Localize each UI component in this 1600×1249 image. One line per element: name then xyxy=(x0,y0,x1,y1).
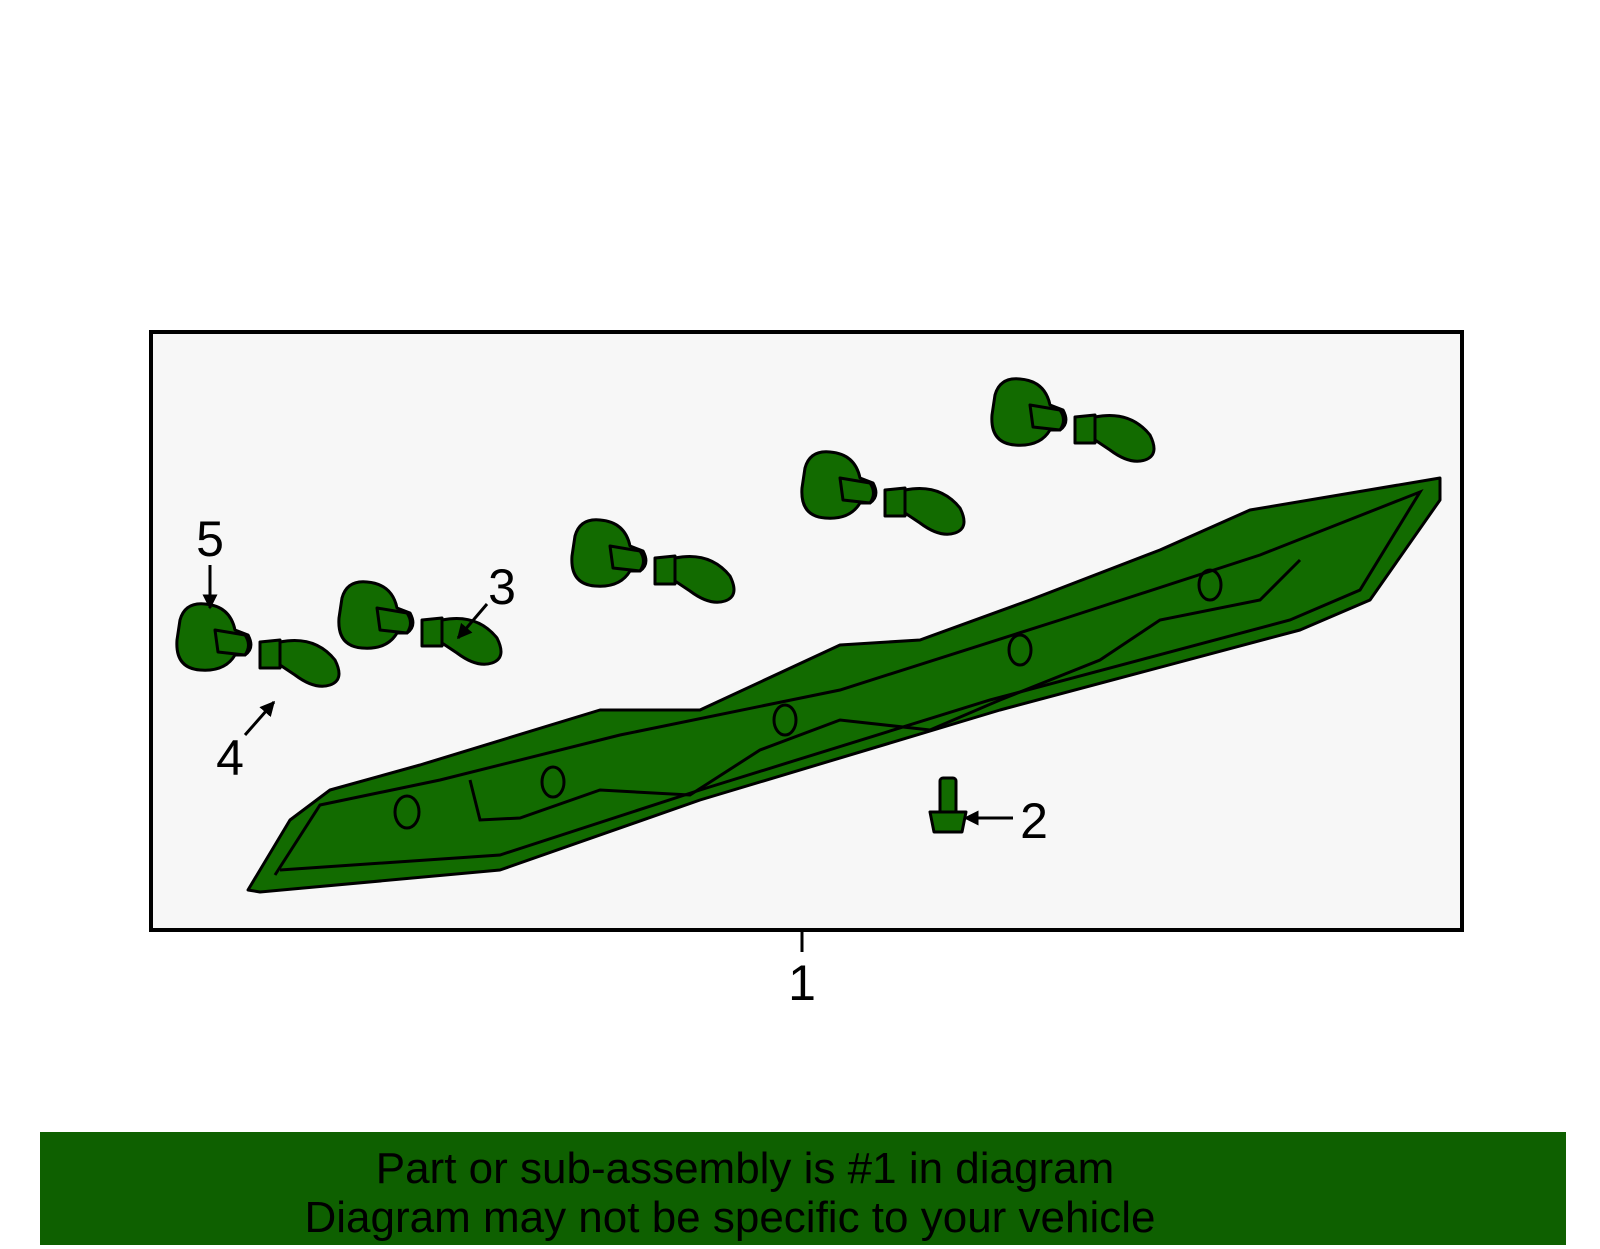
callout-label: 1 xyxy=(788,955,816,1011)
callout-label: 4 xyxy=(216,730,244,786)
banner-text: Diagram may not be specific to your vehi… xyxy=(304,1193,1155,1242)
leader-arrow xyxy=(243,700,276,736)
callout-label: 5 xyxy=(196,511,224,567)
bolt xyxy=(928,776,968,834)
banner xyxy=(40,1132,1566,1245)
callout-label: 2 xyxy=(1020,793,1048,849)
leader-arrow xyxy=(456,603,489,640)
tail-lamp xyxy=(246,476,1442,894)
banner-text: Part or sub-assembly is #1 in diagram xyxy=(376,1144,1115,1193)
callout-label: 3 xyxy=(488,559,516,615)
